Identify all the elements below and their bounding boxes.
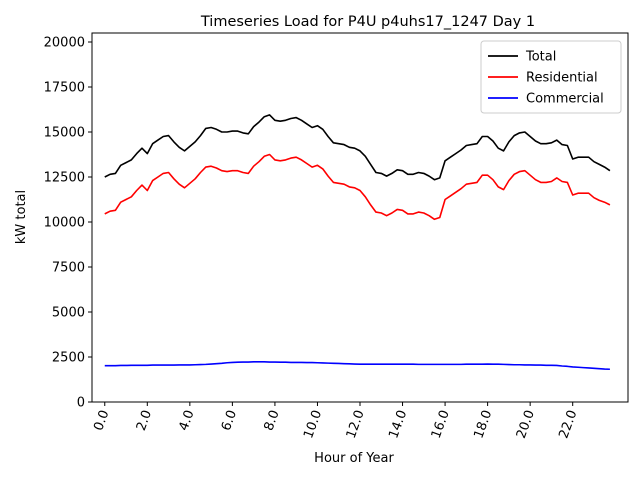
x-axis: 0.0 2.0 4.0 6.0 8.0 10.0 12.0 14.0 16.0 18.0 20.0 2… [91,402,580,441]
y-tick-label: 10000 [44,216,85,231]
legend-label-residential: Residential [526,71,598,86]
x-axis-label: Hour of Year [314,451,394,466]
x-tick-label: 4.0 [176,408,197,433]
y-tick-label: 0 [77,396,85,411]
series-layer [104,114,611,371]
x-tick-label: 2.0 [134,408,155,433]
legend-label-commercial: Commercial [526,92,604,107]
series-line-total [104,114,611,181]
y-axis-label: kW total [14,190,29,244]
y-tick-label: 7500 [52,261,85,276]
legend: Total Residential Commercial [480,40,622,114]
chart-title: Timeseries Load for P4U p4uhs17_1247 Day… [200,14,535,30]
y-axis: 0 2500 5000 7500 10000 12500 15000 17500 20000 [44,36,92,411]
y-tick-label: 15000 [44,126,85,141]
y-tick-label: 2500 [52,351,85,366]
legend-box [480,40,622,114]
legend-label-total: Total [525,50,556,65]
y-tick-label: 17500 [44,81,85,96]
y-tick-label: 12500 [44,171,85,186]
x-tick-label: 6.0 [219,408,240,433]
series-line-residential [104,153,611,221]
x-tick-label: 8.0 [262,408,283,433]
series-line-commercial [104,361,610,371]
x-tick-label: 0.0 [91,408,112,433]
y-tick-label: 5000 [52,306,85,321]
y-tick-label: 20000 [44,36,85,51]
